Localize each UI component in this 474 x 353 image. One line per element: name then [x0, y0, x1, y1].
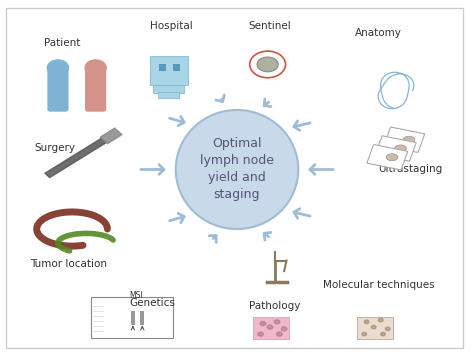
FancyBboxPatch shape: [91, 297, 173, 337]
Text: Molecular techniques: Molecular techniques: [322, 280, 434, 290]
Circle shape: [281, 327, 287, 331]
FancyBboxPatch shape: [150, 56, 188, 85]
Polygon shape: [45, 138, 106, 178]
Text: Pathology: Pathology: [249, 301, 301, 311]
FancyBboxPatch shape: [131, 311, 135, 325]
FancyBboxPatch shape: [154, 85, 184, 93]
FancyBboxPatch shape: [86, 91, 97, 111]
FancyBboxPatch shape: [254, 317, 289, 339]
Circle shape: [260, 322, 266, 326]
Text: Patient: Patient: [44, 38, 80, 48]
Text: Ultrastaging: Ultrastaging: [378, 164, 443, 174]
Ellipse shape: [395, 145, 406, 152]
Ellipse shape: [403, 136, 415, 143]
Circle shape: [277, 332, 282, 336]
Circle shape: [267, 325, 273, 329]
Text: Tumor location: Tumor location: [30, 259, 107, 269]
Circle shape: [47, 60, 68, 76]
Polygon shape: [100, 128, 122, 144]
Text: Surgery: Surgery: [35, 143, 75, 154]
FancyBboxPatch shape: [57, 91, 68, 111]
Polygon shape: [384, 127, 425, 152]
Text: Sentinel: Sentinel: [248, 21, 292, 31]
Circle shape: [371, 325, 376, 329]
Circle shape: [362, 332, 366, 336]
Circle shape: [385, 327, 390, 331]
Polygon shape: [375, 136, 416, 161]
Ellipse shape: [176, 110, 298, 229]
FancyBboxPatch shape: [95, 91, 106, 111]
FancyBboxPatch shape: [86, 68, 106, 92]
Ellipse shape: [257, 57, 278, 72]
FancyBboxPatch shape: [357, 317, 392, 339]
FancyBboxPatch shape: [48, 91, 59, 111]
Text: Optimal
lymph node
yield and
staging: Optimal lymph node yield and staging: [200, 138, 274, 202]
Text: Genetics: Genetics: [129, 298, 175, 307]
FancyBboxPatch shape: [158, 92, 179, 98]
Text: Anatomy: Anatomy: [355, 28, 402, 38]
Circle shape: [378, 318, 383, 322]
Text: Hospital: Hospital: [150, 21, 192, 31]
Circle shape: [274, 320, 280, 324]
FancyBboxPatch shape: [159, 65, 166, 71]
Circle shape: [258, 332, 264, 336]
Circle shape: [364, 320, 369, 324]
FancyBboxPatch shape: [48, 68, 68, 92]
Polygon shape: [367, 144, 408, 170]
Circle shape: [85, 60, 106, 76]
Text: MSI: MSI: [129, 291, 143, 300]
Circle shape: [381, 332, 385, 336]
Ellipse shape: [386, 154, 398, 161]
FancyBboxPatch shape: [173, 65, 181, 71]
FancyBboxPatch shape: [140, 311, 144, 325]
